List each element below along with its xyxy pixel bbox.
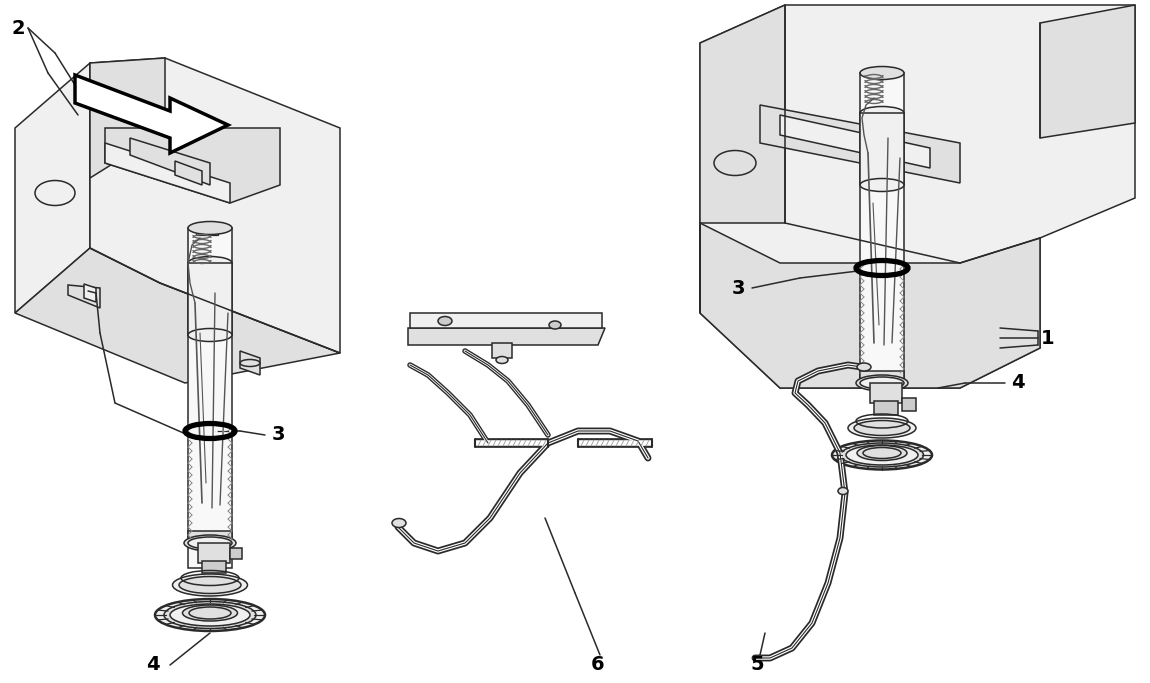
Ellipse shape bbox=[860, 178, 904, 191]
Polygon shape bbox=[700, 223, 1040, 388]
Text: 3: 3 bbox=[731, 279, 745, 298]
Polygon shape bbox=[230, 548, 241, 559]
Ellipse shape bbox=[183, 605, 238, 621]
Text: 2: 2 bbox=[12, 18, 25, 38]
Ellipse shape bbox=[155, 599, 264, 631]
Ellipse shape bbox=[170, 604, 250, 626]
Polygon shape bbox=[240, 351, 260, 375]
Polygon shape bbox=[187, 228, 232, 568]
Polygon shape bbox=[187, 263, 232, 335]
Polygon shape bbox=[15, 248, 340, 383]
Polygon shape bbox=[780, 115, 930, 168]
Ellipse shape bbox=[187, 221, 232, 234]
Polygon shape bbox=[760, 105, 960, 183]
Polygon shape bbox=[105, 128, 279, 203]
Ellipse shape bbox=[860, 66, 904, 79]
Ellipse shape bbox=[856, 375, 909, 391]
Polygon shape bbox=[1040, 5, 1135, 138]
Ellipse shape bbox=[189, 607, 231, 619]
Text: 4: 4 bbox=[1011, 374, 1025, 393]
Polygon shape bbox=[860, 113, 904, 185]
Ellipse shape bbox=[846, 445, 918, 465]
Polygon shape bbox=[700, 5, 785, 313]
Text: 3: 3 bbox=[271, 426, 285, 445]
Polygon shape bbox=[871, 383, 902, 403]
Polygon shape bbox=[872, 131, 887, 148]
Ellipse shape bbox=[838, 488, 848, 494]
Ellipse shape bbox=[164, 602, 256, 628]
Polygon shape bbox=[860, 371, 904, 383]
Polygon shape bbox=[75, 75, 228, 153]
Polygon shape bbox=[874, 401, 898, 415]
Polygon shape bbox=[700, 5, 1135, 388]
Ellipse shape bbox=[860, 377, 904, 389]
Polygon shape bbox=[492, 343, 512, 358]
Polygon shape bbox=[187, 531, 232, 543]
Polygon shape bbox=[90, 58, 340, 353]
Polygon shape bbox=[105, 143, 230, 203]
Ellipse shape bbox=[841, 443, 923, 467]
Ellipse shape bbox=[549, 321, 561, 329]
Text: 1: 1 bbox=[1041, 329, 1055, 348]
Ellipse shape bbox=[496, 357, 508, 363]
Polygon shape bbox=[200, 285, 215, 303]
Ellipse shape bbox=[857, 445, 907, 460]
Polygon shape bbox=[90, 58, 164, 178]
Polygon shape bbox=[196, 223, 218, 235]
Polygon shape bbox=[411, 313, 601, 328]
Ellipse shape bbox=[831, 441, 932, 469]
Polygon shape bbox=[202, 561, 227, 573]
Polygon shape bbox=[902, 398, 917, 411]
Text: 5: 5 bbox=[750, 656, 764, 675]
Ellipse shape bbox=[854, 421, 910, 436]
Ellipse shape bbox=[240, 359, 260, 367]
Text: 6: 6 bbox=[591, 656, 605, 675]
Polygon shape bbox=[408, 328, 605, 345]
Ellipse shape bbox=[392, 518, 406, 527]
Polygon shape bbox=[860, 73, 904, 388]
Ellipse shape bbox=[187, 257, 232, 270]
Polygon shape bbox=[868, 71, 890, 83]
Polygon shape bbox=[15, 63, 90, 313]
Ellipse shape bbox=[438, 316, 452, 326]
Polygon shape bbox=[198, 543, 230, 563]
Ellipse shape bbox=[857, 363, 871, 371]
Ellipse shape bbox=[184, 535, 236, 551]
Ellipse shape bbox=[172, 574, 247, 596]
Ellipse shape bbox=[848, 418, 917, 438]
Ellipse shape bbox=[187, 537, 232, 549]
Polygon shape bbox=[130, 138, 210, 185]
Ellipse shape bbox=[862, 447, 900, 458]
Polygon shape bbox=[175, 161, 202, 185]
Ellipse shape bbox=[860, 107, 904, 120]
Ellipse shape bbox=[179, 576, 242, 594]
Ellipse shape bbox=[187, 329, 232, 342]
Text: 4: 4 bbox=[146, 656, 160, 675]
Polygon shape bbox=[68, 285, 100, 308]
Polygon shape bbox=[84, 284, 95, 302]
